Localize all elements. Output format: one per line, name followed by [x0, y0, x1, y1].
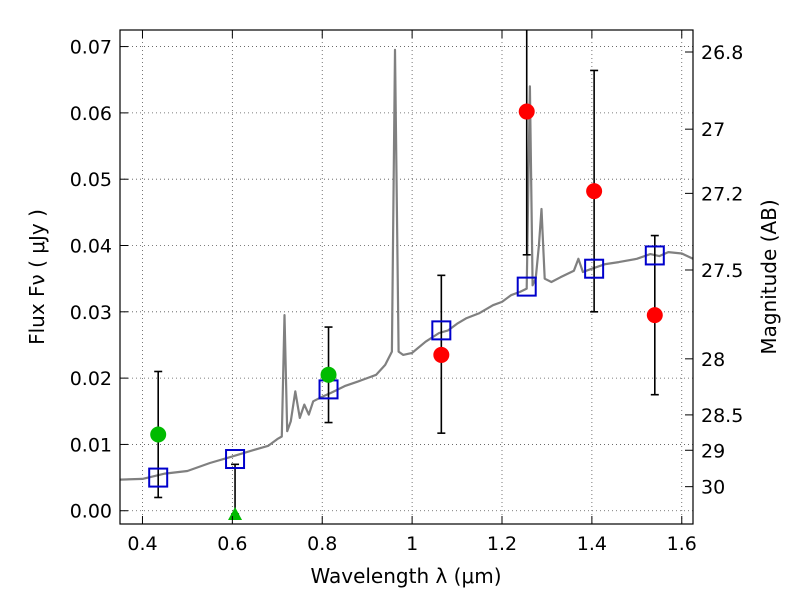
- data-circle-marker: [320, 366, 337, 383]
- plot-frame: [119, 29, 694, 525]
- x-tick-label: 1.6: [667, 533, 697, 555]
- model-square-marker: [225, 449, 246, 470]
- grid: [120, 30, 693, 524]
- y-tick-label: 0.06: [70, 103, 112, 125]
- upper-limit-triangle-marker: [228, 507, 243, 521]
- data-circle-marker: [518, 103, 535, 120]
- y-tick-label: 0.04: [70, 236, 112, 258]
- data-circle-marker: [586, 183, 603, 200]
- model-square-marker: [148, 467, 169, 488]
- y-tick-label: 0.05: [70, 169, 112, 191]
- model-square-marker: [584, 258, 605, 279]
- y2-tick-label: 29: [701, 440, 725, 462]
- y-tick-label: 0.00: [70, 501, 112, 523]
- y2-tick-label: 28: [701, 349, 725, 371]
- x-tick-label: 1.2: [487, 533, 517, 555]
- data-circle-marker: [646, 307, 663, 324]
- y2-tick-label: 27.2: [701, 183, 743, 205]
- data-circle-marker: [150, 426, 167, 443]
- y-tick-label: 0.03: [70, 302, 112, 324]
- model-square-marker: [431, 320, 452, 341]
- axis-ticks: [120, 30, 693, 524]
- tick-labels: 0.4 0.6 0.8 1 1.2 1.4 1.6 0.00 0.01 0.02 0.03 0.04 0…: [70, 37, 744, 555]
- data-circle-marker: [433, 346, 450, 363]
- x-axis-title: Wavelength λ (μm): [310, 564, 501, 588]
- x-tick-label: 0.8: [307, 533, 337, 555]
- x-tick-label: 1.4: [577, 533, 607, 555]
- x-tick-label: 1: [406, 533, 418, 555]
- y-tick-label: 0.02: [70, 368, 112, 390]
- y2-tick-label: 26.8: [701, 42, 743, 64]
- y-tick-label: 0.07: [70, 37, 112, 59]
- model-spectrum: [119, 48, 694, 481]
- y2-tick-label: 30: [701, 477, 725, 499]
- y2-tick-label: 27: [701, 119, 725, 141]
- y-axis-title: Flux Fν ( μJy ): [25, 209, 49, 345]
- x-tick-label: 0.6: [217, 533, 247, 555]
- y2-tick-label: 27.5: [701, 260, 743, 282]
- model-square-marker: [644, 245, 665, 266]
- model-square-marker: [516, 276, 537, 297]
- data-markers: [148, 103, 665, 521]
- y2-tick-label: 28.5: [701, 405, 743, 427]
- spectrum-line: [119, 48, 694, 481]
- y2-axis-title: Magnitude (AB): [757, 199, 781, 354]
- x-tick-label: 0.4: [127, 533, 157, 555]
- y-tick-label: 0.01: [70, 434, 112, 456]
